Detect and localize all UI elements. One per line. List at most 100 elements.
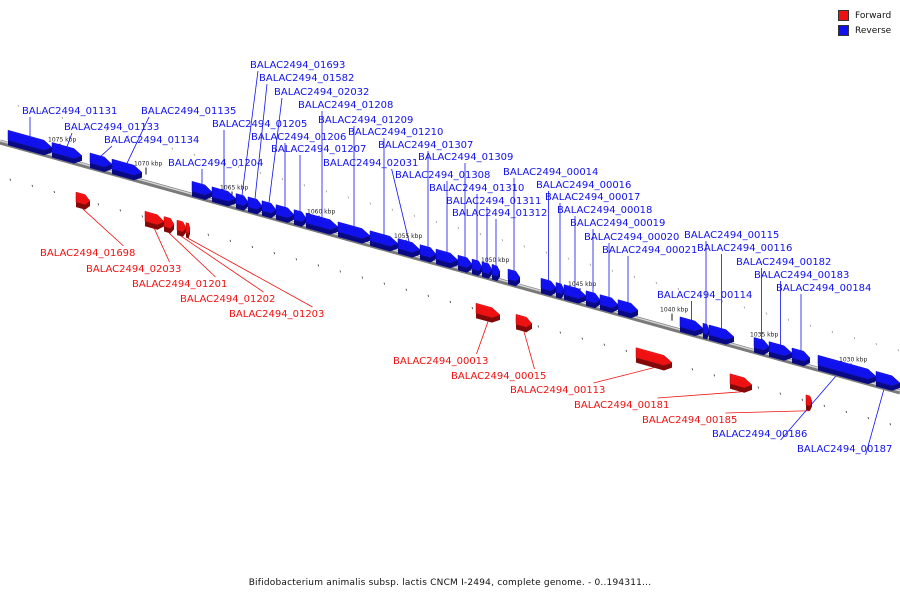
gene-depth	[436, 259, 458, 269]
gene-body	[163, 216, 175, 229]
lane-marker	[105, 129, 107, 132]
gene-highlight	[276, 204, 288, 210]
gene-balac2494_01582-reverse	[247, 196, 263, 215]
gene-label: BALAC2494_01312	[452, 208, 547, 219]
gene-label: BALAC2494_00021	[602, 245, 697, 256]
gene-highlight	[516, 314, 527, 320]
gene-highlight	[556, 282, 562, 286]
gene-balac2494_01208-reverse	[305, 212, 339, 235]
leader-line	[181, 236, 264, 293]
gene-label: BALAC2494_00186	[712, 429, 807, 440]
gene-balac2494_00182-reverse	[753, 337, 770, 356]
leader-line	[523, 331, 535, 370]
gene-label: BALAC2494_00019	[570, 218, 665, 229]
lane-marker	[229, 239, 231, 243]
gene-depth	[472, 266, 482, 276]
lane-marker	[303, 184, 305, 187]
lane-marker	[721, 300, 723, 303]
gene-depth	[420, 254, 436, 263]
gene-balac2494_02031-reverse	[397, 238, 421, 258]
gene-balac2494_00018-reverse	[563, 284, 587, 304]
gene-depth	[186, 228, 190, 239]
gene-depth	[556, 289, 564, 299]
leader-line	[82, 208, 124, 247]
gene-highlight	[186, 222, 189, 226]
gene-highlight	[472, 259, 479, 263]
gene-balac2494_00181-forward	[729, 373, 753, 393]
gene-balac2494_01135-reverse	[111, 158, 143, 181]
lane-marker	[479, 233, 481, 236]
lane-marker	[31, 184, 33, 188]
leader-line	[126, 116, 150, 164]
gene-label: BALAC2494_01210	[348, 127, 443, 138]
gene-depth	[212, 196, 236, 207]
gene-balac2494_00014-reverse	[507, 268, 521, 287]
leader-line	[593, 367, 655, 384]
gene-highlight	[420, 244, 431, 250]
reverse-swatch-icon	[838, 25, 849, 36]
gene-balac2494_00013-forward	[475, 302, 501, 323]
lane-marker	[127, 135, 129, 138]
gene-depth	[8, 140, 52, 156]
gene-highlight	[792, 348, 804, 354]
lane-marker	[471, 306, 473, 310]
lane-marker	[369, 202, 371, 205]
gene-highlight	[436, 249, 451, 256]
gene-label: BALAC2494_01205	[212, 119, 307, 130]
gene-label: BALAC2494_00113	[510, 385, 605, 396]
legend-reverse-label: Reverse	[855, 25, 892, 36]
gene-label: BALAC2494_01309	[418, 152, 513, 163]
gene-balac2494_00115-reverse	[702, 322, 710, 340]
kbp-tick-label: 1065 kbp	[220, 184, 248, 191]
gene-label: BALAC2494_01202	[180, 294, 275, 305]
gene-balac2494_00019-reverse	[585, 290, 601, 309]
kbp-tick-label: 1075 kbp	[48, 137, 76, 144]
lane-marker	[449, 300, 451, 304]
lane-marker	[427, 294, 429, 298]
gene-body	[617, 299, 639, 314]
gene-depth	[600, 304, 618, 313]
gene-body	[491, 264, 501, 277]
lane-marker	[383, 282, 385, 285]
gene-balac2494_00116-reverse	[708, 324, 735, 345]
gene-depth	[703, 329, 709, 340]
gene-depth	[818, 365, 876, 385]
gene-balac2494_01133-reverse	[51, 142, 83, 164]
gene-label: BALAC2494_01307	[378, 140, 473, 151]
gene-highlight	[76, 192, 86, 197]
lane-marker	[273, 251, 275, 255]
lane-marker	[787, 318, 789, 321]
lane-marker	[831, 330, 833, 333]
lane-marker	[801, 398, 803, 401]
gene-balac2494_01312-reverse	[491, 264, 501, 282]
kbp-tick-label: 1030 kbp	[839, 356, 867, 363]
gene-label: BALAC2494_01206	[251, 132, 346, 143]
kbp-tick-label: 1070 kbp	[134, 161, 162, 168]
gene-highlight	[600, 294, 612, 300]
gene-highlight	[818, 355, 868, 372]
lane-marker	[875, 343, 877, 346]
gene-balac2494_00114-reverse	[679, 316, 704, 337]
gene-body	[293, 209, 307, 223]
gene-highlight	[482, 261, 489, 266]
lane-marker	[9, 178, 11, 181]
gene-depth	[192, 191, 212, 200]
lane-marker	[17, 104, 19, 107]
gene-label: BALAC2494_01209	[318, 115, 413, 126]
gene-highlight	[730, 373, 745, 380]
gene-highlight	[492, 264, 498, 269]
gene-depth	[90, 163, 112, 172]
gene-depth	[398, 248, 420, 258]
gene-label: BALAC2494_01693	[250, 60, 345, 71]
gene-highlight	[541, 278, 551, 283]
gene-balac2494_01698-forward	[75, 191, 91, 210]
lane-marker	[611, 269, 613, 272]
gene-body	[507, 268, 521, 282]
gene-balac2494_01308-reverse	[435, 248, 459, 269]
lane-marker	[457, 226, 459, 230]
gene-label: BALAC2494_00018	[557, 205, 652, 216]
gene-highlight	[703, 323, 707, 327]
gene-balac2494_01131-reverse	[7, 129, 53, 156]
gene-label: BALAC2494_01208	[298, 100, 393, 111]
lane-marker	[677, 288, 679, 291]
